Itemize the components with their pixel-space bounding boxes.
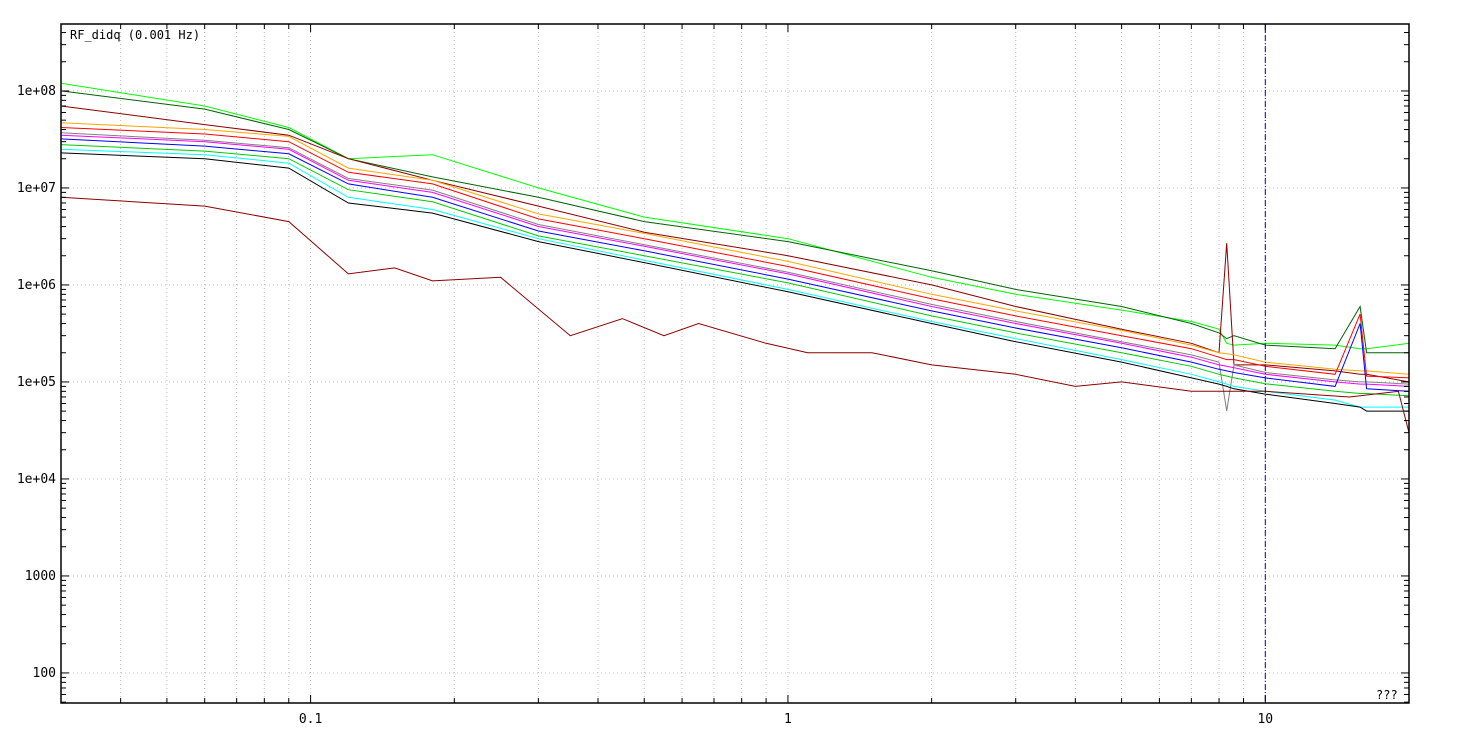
grid <box>60 24 1410 703</box>
y-tick-label: 1e+06 <box>17 278 56 293</box>
series-line-s6 <box>60 132 1410 412</box>
series-line-s9 <box>60 144 1410 397</box>
series-line-s11 <box>60 152 1409 412</box>
y-tick-label: 1e+04 <box>17 472 56 487</box>
series-line-s8 <box>60 138 1410 392</box>
x-tick-label: 10 <box>1257 712 1273 727</box>
y-tick-label: 1000 <box>25 569 56 584</box>
series-line-s4 <box>60 122 1410 375</box>
series-line-s3 <box>60 105 1410 383</box>
x-tick-label: 1 <box>784 712 792 727</box>
series-line-s1 <box>60 82 1410 350</box>
series-line-s2 <box>60 90 1409 354</box>
chart-title: RF_didq (0.001 Hz) <box>70 28 200 42</box>
y-tick-label: 1e+08 <box>17 84 56 99</box>
corner-label: ??? <box>1376 688 1398 702</box>
series-group <box>60 82 1410 433</box>
y-tick-label: 1e+07 <box>17 181 56 196</box>
series-line-s7 <box>60 134 1410 387</box>
x-tick-label: 0.1 <box>299 712 322 727</box>
series-line-s10 <box>60 148 1409 408</box>
axis-ticks: 0.1 1 10 1e+08 1e+07 1e+06 1e+05 1e+04 1000 100 <box>17 24 1410 727</box>
y-tick-label: 1e+05 <box>17 375 56 390</box>
series-line-s12 <box>60 196 1410 433</box>
plot-frame <box>60 23 1410 704</box>
series-line-s5 <box>60 127 1410 379</box>
y-tick-label: 100 <box>33 666 56 681</box>
